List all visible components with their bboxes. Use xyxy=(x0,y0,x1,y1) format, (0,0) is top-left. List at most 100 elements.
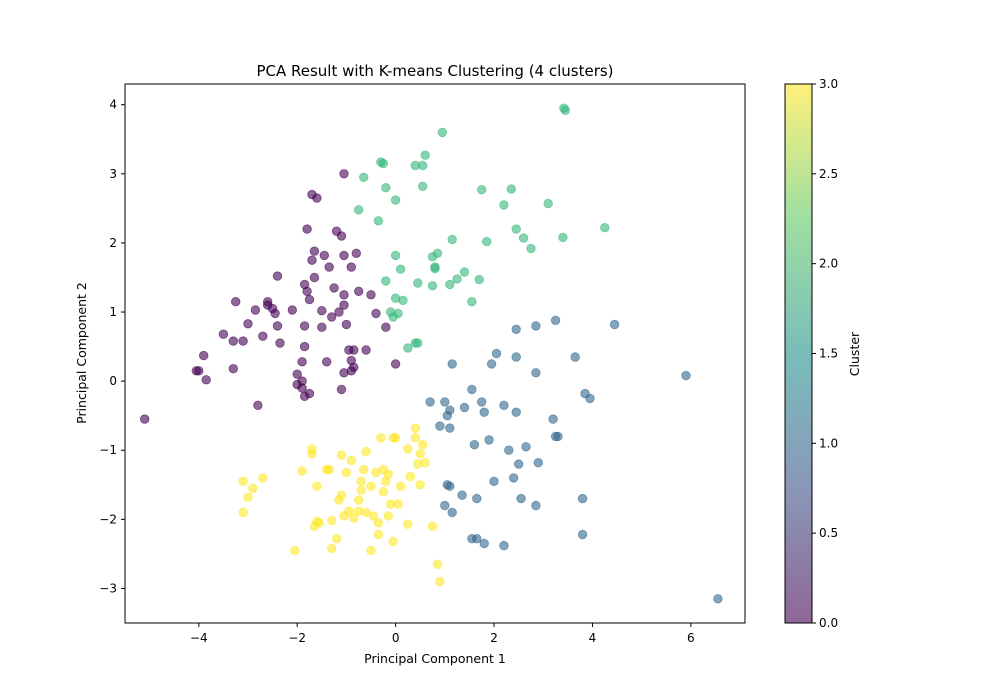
colorbar-tick-label: 1.0 xyxy=(819,436,838,450)
data-point-cluster-2 xyxy=(543,198,553,209)
data-point-cluster-0 xyxy=(272,321,283,331)
data-point-cluster-3 xyxy=(383,469,394,480)
data-point-cluster-3 xyxy=(354,495,364,505)
data-point-cluster-1 xyxy=(553,431,563,442)
data-point-cluster-0 xyxy=(228,364,239,374)
data-point-cluster-0 xyxy=(317,322,327,332)
data-point-cluster-1 xyxy=(467,384,477,395)
data-point-cluster-0 xyxy=(292,369,302,379)
x-tick-label: −4 xyxy=(190,631,208,645)
data-point-cluster-3 xyxy=(388,536,398,547)
data-point-cluster-3 xyxy=(297,466,307,476)
data-point-cluster-2 xyxy=(447,234,457,245)
data-point-cluster-3 xyxy=(366,481,376,491)
data-point-cluster-0 xyxy=(341,319,352,330)
data-point-cluster-0 xyxy=(275,338,285,348)
data-point-cluster-1 xyxy=(681,370,691,381)
data-point-cluster-1 xyxy=(479,538,489,549)
data-point-cluster-0 xyxy=(258,331,268,341)
x-tick-label: 6 xyxy=(687,631,695,645)
data-point-cluster-0 xyxy=(309,272,320,283)
data-point-cluster-2 xyxy=(558,232,568,243)
data-point-cluster-0 xyxy=(243,319,253,329)
y-tick-label: 1 xyxy=(109,305,117,319)
colorbar-tick-label: 1.5 xyxy=(819,347,838,361)
data-point-cluster-3 xyxy=(427,521,438,532)
data-point-cluster-1 xyxy=(459,402,470,413)
data-point-cluster-2 xyxy=(506,184,517,194)
data-point-cluster-0 xyxy=(371,308,381,319)
data-point-cluster-3 xyxy=(435,576,445,587)
data-point-cluster-2 xyxy=(518,233,529,243)
data-point-cluster-3 xyxy=(312,481,322,491)
plot-frame xyxy=(124,83,746,624)
x-axis-label: Principal Component 1 xyxy=(364,651,506,666)
data-point-cluster-0 xyxy=(287,305,298,315)
y-tick-label: −2 xyxy=(99,512,117,526)
data-point-cluster-3 xyxy=(248,483,258,494)
y-tick-label: 2 xyxy=(109,236,117,250)
data-point-cluster-2 xyxy=(600,222,610,233)
data-point-cluster-1 xyxy=(531,368,541,378)
data-point-cluster-0 xyxy=(361,345,371,355)
data-point-cluster-1 xyxy=(609,319,620,330)
data-point-cluster-3 xyxy=(327,516,337,526)
data-point-cluster-2 xyxy=(398,295,408,306)
data-point-cluster-2 xyxy=(437,127,448,138)
data-point-cluster-0 xyxy=(302,224,312,234)
data-point-cluster-0 xyxy=(334,307,344,317)
data-point-cluster-0 xyxy=(270,308,280,319)
data-point-cluster-1 xyxy=(531,321,541,331)
data-point-cluster-0 xyxy=(253,400,263,411)
data-point-cluster-2 xyxy=(467,297,477,307)
data-point-cluster-2 xyxy=(413,338,423,348)
data-point-cluster-0 xyxy=(272,271,283,281)
data-point-cluster-0 xyxy=(198,350,209,361)
data-point-cluster-0 xyxy=(299,321,310,331)
data-point-cluster-0 xyxy=(139,414,150,424)
data-point-cluster-3 xyxy=(344,506,354,516)
colorbar-tick-label: 0.0 xyxy=(819,616,838,630)
data-point-cluster-1 xyxy=(440,397,450,407)
data-point-cluster-3 xyxy=(356,485,366,496)
data-point-cluster-2 xyxy=(378,158,389,169)
data-point-cluster-2 xyxy=(359,172,369,183)
data-point-cluster-0 xyxy=(329,283,339,293)
data-point-cluster-2 xyxy=(430,263,440,274)
data-point-cluster-3 xyxy=(366,545,376,556)
data-point-cluster-3 xyxy=(420,458,430,468)
x-tick-label: 0 xyxy=(392,631,400,645)
data-point-cluster-3 xyxy=(368,511,379,521)
data-point-cluster-1 xyxy=(585,393,595,404)
axes: −4 −2 0 2 4 6 −3 −2 −1 0 1 2 3 4 xyxy=(99,98,694,645)
data-point-cluster-3 xyxy=(238,476,248,487)
data-point-cluster-1 xyxy=(570,352,580,362)
data-point-cluster-1 xyxy=(445,481,455,491)
data-point-cluster-2 xyxy=(459,267,470,277)
y-tick-label: −1 xyxy=(99,443,117,457)
data-point-cluster-2 xyxy=(395,264,406,274)
data-point-cluster-0 xyxy=(297,357,307,367)
data-point-cluster-3 xyxy=(336,490,347,500)
data-point-cluster-0 xyxy=(312,193,322,203)
data-point-cluster-3 xyxy=(361,446,371,457)
data-point-cluster-2 xyxy=(393,308,403,319)
data-point-cluster-3 xyxy=(403,519,413,529)
colorbar xyxy=(785,84,812,623)
data-point-cluster-0 xyxy=(336,384,347,395)
data-point-cluster-1 xyxy=(445,423,455,433)
data-point-cluster-3 xyxy=(314,518,325,528)
data-point-cluster-0 xyxy=(304,294,315,305)
data-point-cluster-0 xyxy=(390,359,401,369)
data-point-cluster-0 xyxy=(297,383,307,393)
data-point-cluster-0 xyxy=(366,290,376,300)
data-point-cluster-3 xyxy=(395,481,406,491)
data-point-cluster-1 xyxy=(533,458,544,468)
data-point-cluster-2 xyxy=(452,274,462,284)
data-point-cluster-3 xyxy=(393,499,403,509)
chart-title: PCA Result with K-means Clustering (4 cl… xyxy=(256,62,613,80)
colorbar-label: Cluster xyxy=(847,331,862,376)
data-point-cluster-2 xyxy=(381,276,391,286)
data-point-cluster-3 xyxy=(238,507,248,518)
data-point-cluster-0 xyxy=(349,362,359,373)
